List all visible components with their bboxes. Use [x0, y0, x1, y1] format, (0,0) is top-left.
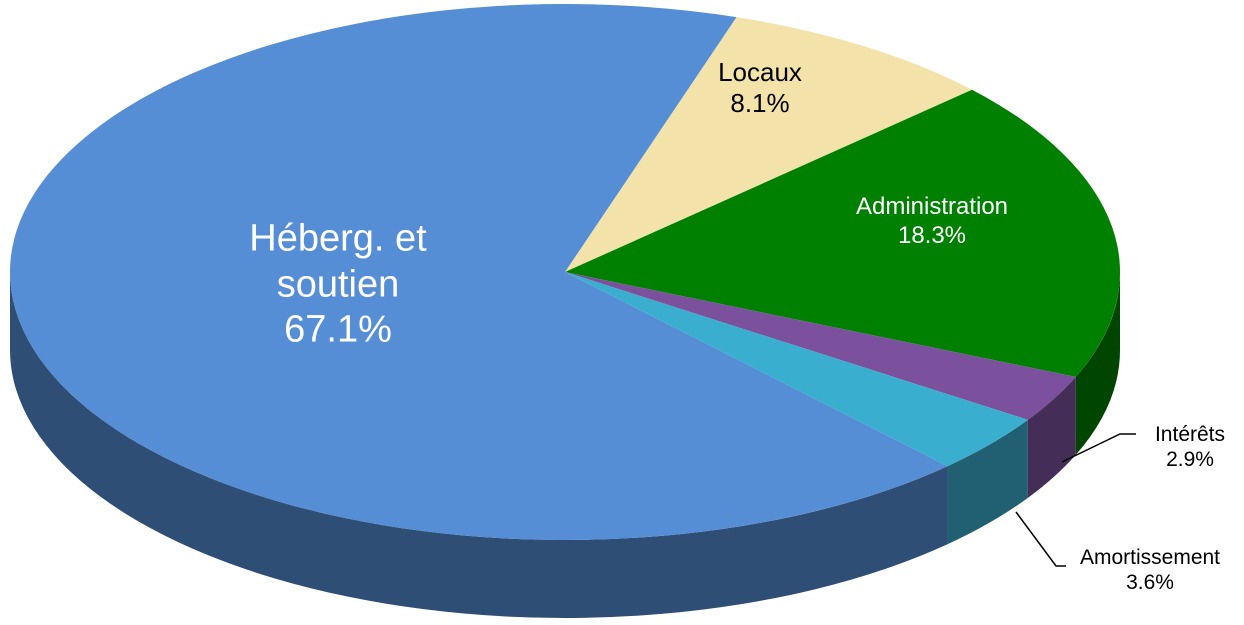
slice-value: 67.1%: [284, 308, 392, 351]
slice-value: 18.3%: [897, 222, 967, 249]
slice-label: Héberg. et soutien 67.1%: [208, 217, 468, 354]
slice-label: Administration 18.3%: [802, 193, 1062, 251]
slice-value: 2.9%: [1166, 448, 1214, 471]
slice-name: Héberg. et soutien: [249, 217, 427, 306]
slice-value: 8.1%: [730, 88, 790, 118]
slice: [565, 89, 1120, 377]
slice-side: [947, 419, 1028, 545]
slice-side: [1027, 376, 1076, 498]
slice-value: 3.6%: [1126, 571, 1174, 594]
slice-side: [1075, 272, 1120, 455]
slice: [565, 272, 1028, 467]
slice-label: Locaux 8.1%: [660, 57, 860, 119]
slice-label: Intérêts 2.9%: [1090, 422, 1244, 472]
leader-line: [1015, 511, 1066, 567]
slice-label: Amortissement 3.6%: [1040, 545, 1244, 595]
slice-name: Intérêts: [1154, 422, 1226, 446]
slice-name: Administration: [855, 193, 1009, 221]
slice: [565, 17, 972, 273]
slice: [565, 272, 1076, 420]
slice-name: Locaux: [718, 56, 802, 87]
leader-line: [1061, 433, 1136, 463]
slice: [9, 3, 948, 540]
slice-name: Amortissement: [1079, 545, 1221, 569]
slice-side: [10, 272, 948, 618]
